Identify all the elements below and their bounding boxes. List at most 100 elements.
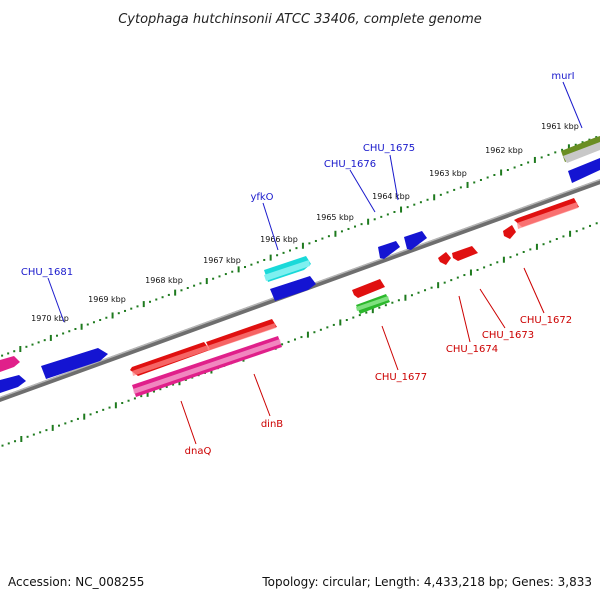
gene-CHU_1676-arrow[interactable] bbox=[378, 241, 400, 259]
minor-tick bbox=[562, 235, 565, 238]
gene-red-arrow[interactable] bbox=[352, 279, 385, 298]
minor-tick bbox=[380, 215, 383, 218]
major-tick bbox=[80, 323, 83, 330]
major-tick bbox=[301, 242, 304, 249]
major-tick bbox=[306, 331, 309, 338]
gene-CHU_1681-arrow[interactable] bbox=[41, 348, 108, 379]
minor-tick bbox=[76, 417, 79, 420]
major-tick bbox=[114, 402, 117, 409]
minor-tick bbox=[456, 276, 459, 279]
minor-tick bbox=[595, 136, 598, 139]
minor-tick bbox=[326, 326, 329, 329]
gene-CHU_1677-shade bbox=[356, 296, 389, 311]
major-tick bbox=[142, 301, 145, 308]
minor-tick bbox=[410, 294, 413, 297]
major-tick bbox=[367, 218, 370, 225]
minor-tick bbox=[287, 340, 290, 343]
minor-tick bbox=[365, 311, 368, 314]
gene-CHU_1675-arrow[interactable] bbox=[404, 231, 427, 250]
gene-blue-arrow[interactable] bbox=[568, 158, 600, 183]
minor-tick bbox=[276, 254, 279, 257]
major-tick bbox=[237, 266, 240, 273]
minor-tick bbox=[496, 261, 499, 264]
gene-red-arrow[interactable] bbox=[503, 225, 516, 239]
minor-tick bbox=[393, 211, 396, 213]
gene-label: CHU_1681 bbox=[21, 267, 73, 278]
minor-tick bbox=[294, 338, 296, 341]
gene-label: murI bbox=[551, 71, 574, 82]
minor-tick bbox=[417, 291, 420, 294]
minor-tick bbox=[509, 256, 512, 259]
minor-tick bbox=[430, 286, 433, 289]
minor-tick bbox=[70, 420, 73, 423]
minor-tick bbox=[373, 218, 376, 221]
major-tick bbox=[569, 230, 572, 237]
minor-tick bbox=[62, 332, 65, 335]
minor-tick bbox=[99, 318, 102, 321]
gene-label: CHU_1673 bbox=[482, 330, 534, 341]
minor-tick bbox=[314, 239, 317, 242]
minor-tick bbox=[149, 300, 152, 303]
gene-pink-arrow[interactable] bbox=[0, 356, 20, 372]
forward-tick-ruler bbox=[1, 136, 598, 357]
minor-tick bbox=[547, 153, 550, 156]
minor-tick bbox=[352, 316, 355, 319]
minor-tick bbox=[473, 181, 476, 184]
minor-tick bbox=[39, 431, 42, 434]
minor-tick bbox=[212, 277, 215, 280]
minor-tick bbox=[121, 402, 124, 405]
minor-tick bbox=[127, 399, 130, 402]
minor-tick bbox=[172, 383, 175, 386]
major-tick bbox=[502, 256, 505, 263]
minor-tick bbox=[282, 251, 285, 254]
minor-tick bbox=[446, 191, 449, 194]
minor-tick bbox=[450, 279, 453, 282]
major-tick bbox=[334, 230, 337, 237]
map-title: Cytophaga hutchinsonii ATCC 33406, compl… bbox=[118, 12, 482, 27]
minor-tick bbox=[378, 306, 381, 309]
minor-tick bbox=[581, 141, 584, 144]
ruler-label: 1969 kbp bbox=[88, 295, 126, 304]
forward-genes bbox=[0, 136, 600, 393]
minor-tick bbox=[7, 352, 10, 355]
gene-red-shade bbox=[132, 345, 209, 376]
gene-CHU_1674-arrow[interactable] bbox=[438, 252, 451, 265]
major-tick bbox=[83, 413, 86, 420]
minor-tick bbox=[489, 263, 492, 266]
gene-label: CHU_1677 bbox=[375, 372, 427, 383]
gene-blue-arrow[interactable] bbox=[0, 375, 26, 393]
minor-tick bbox=[89, 413, 92, 416]
ruler-label: 1968 kbp bbox=[145, 276, 183, 285]
minor-tick bbox=[319, 328, 322, 331]
minor-tick bbox=[506, 168, 509, 171]
minor-tick bbox=[386, 213, 389, 216]
major-tick bbox=[51, 424, 54, 431]
minor-tick bbox=[313, 331, 316, 334]
minor-tick bbox=[64, 422, 67, 425]
minor-tick bbox=[108, 406, 111, 409]
major-tick bbox=[533, 156, 536, 163]
major-tick bbox=[146, 390, 149, 397]
minor-tick bbox=[426, 198, 429, 201]
ruler-label: 1970 kbp bbox=[31, 314, 69, 323]
minor-tick bbox=[479, 178, 482, 181]
minor-tick bbox=[321, 237, 324, 240]
gene-blue-arrow[interactable] bbox=[270, 276, 316, 301]
minor-tick bbox=[295, 247, 298, 250]
minor-tick bbox=[522, 250, 525, 253]
minor-tick bbox=[554, 151, 557, 154]
minor-tick bbox=[589, 224, 592, 227]
minor-tick bbox=[413, 203, 416, 206]
minor-tick bbox=[332, 323, 335, 326]
minor-tick bbox=[193, 284, 196, 287]
minor-tick bbox=[55, 334, 58, 337]
major-tick bbox=[437, 282, 440, 289]
gene-CHU_1673-arrow[interactable] bbox=[452, 246, 478, 261]
minor-tick bbox=[1, 444, 4, 447]
minor-tick bbox=[419, 201, 422, 204]
minor-tick bbox=[263, 258, 266, 261]
minor-tick bbox=[289, 249, 291, 252]
minor-tick bbox=[256, 261, 259, 264]
major-tick bbox=[400, 206, 403, 213]
major-tick bbox=[535, 243, 538, 250]
